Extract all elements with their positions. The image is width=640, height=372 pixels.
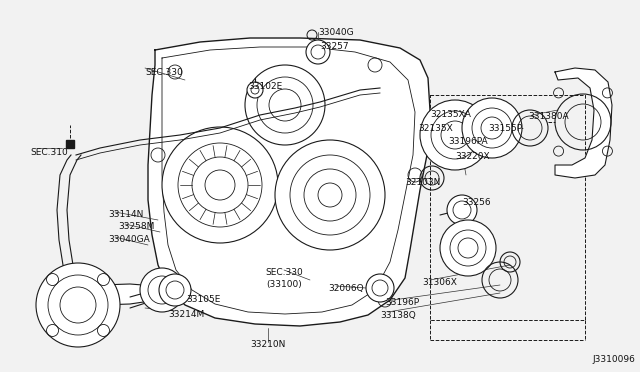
Text: 31306X: 31306X [422,278,457,287]
Text: 32006Q: 32006Q [328,284,364,293]
Text: 32135X: 32135X [418,124,452,133]
Circle shape [162,127,278,243]
Circle shape [140,268,184,312]
Text: 33040GA: 33040GA [108,235,150,244]
Text: 33210N: 33210N [250,340,285,349]
Bar [66,140,74,148]
Text: 33256: 33256 [462,198,491,207]
Text: 33196PA: 33196PA [448,137,488,146]
Circle shape [462,98,522,158]
Text: 33138Q: 33138Q [380,311,416,320]
Text: 33196P: 33196P [385,298,419,307]
Text: SEC.330: SEC.330 [145,68,183,77]
Text: 33257: 33257 [320,42,349,51]
Circle shape [306,40,330,64]
Text: (33100): (33100) [266,280,302,289]
Circle shape [447,195,477,225]
Text: 33102E: 33102E [248,82,282,91]
Circle shape [366,274,394,302]
Text: 32103N: 32103N [405,178,440,187]
Text: SEC.330: SEC.330 [265,268,303,277]
Circle shape [247,82,263,98]
Circle shape [159,274,191,306]
Circle shape [36,263,120,347]
Text: 33220X: 33220X [455,152,490,161]
Text: 33040G: 33040G [318,28,354,37]
Text: 33114N: 33114N [108,210,143,219]
Polygon shape [555,68,612,178]
Polygon shape [148,38,430,326]
Circle shape [420,100,490,170]
Text: 331380A: 331380A [528,112,568,121]
Text: J3310096: J3310096 [592,355,635,364]
Circle shape [440,220,496,276]
Text: SEC.310: SEC.310 [30,148,68,157]
Text: 33214M: 33214M [168,310,204,319]
Text: 33155P: 33155P [488,124,522,133]
Text: 32135XA: 32135XA [430,110,471,119]
Text: 33105E: 33105E [186,295,220,304]
Text: 33258M: 33258M [118,222,154,231]
Bar [430,95,585,320]
Polygon shape [58,284,157,315]
Circle shape [275,140,385,250]
Circle shape [245,65,325,145]
